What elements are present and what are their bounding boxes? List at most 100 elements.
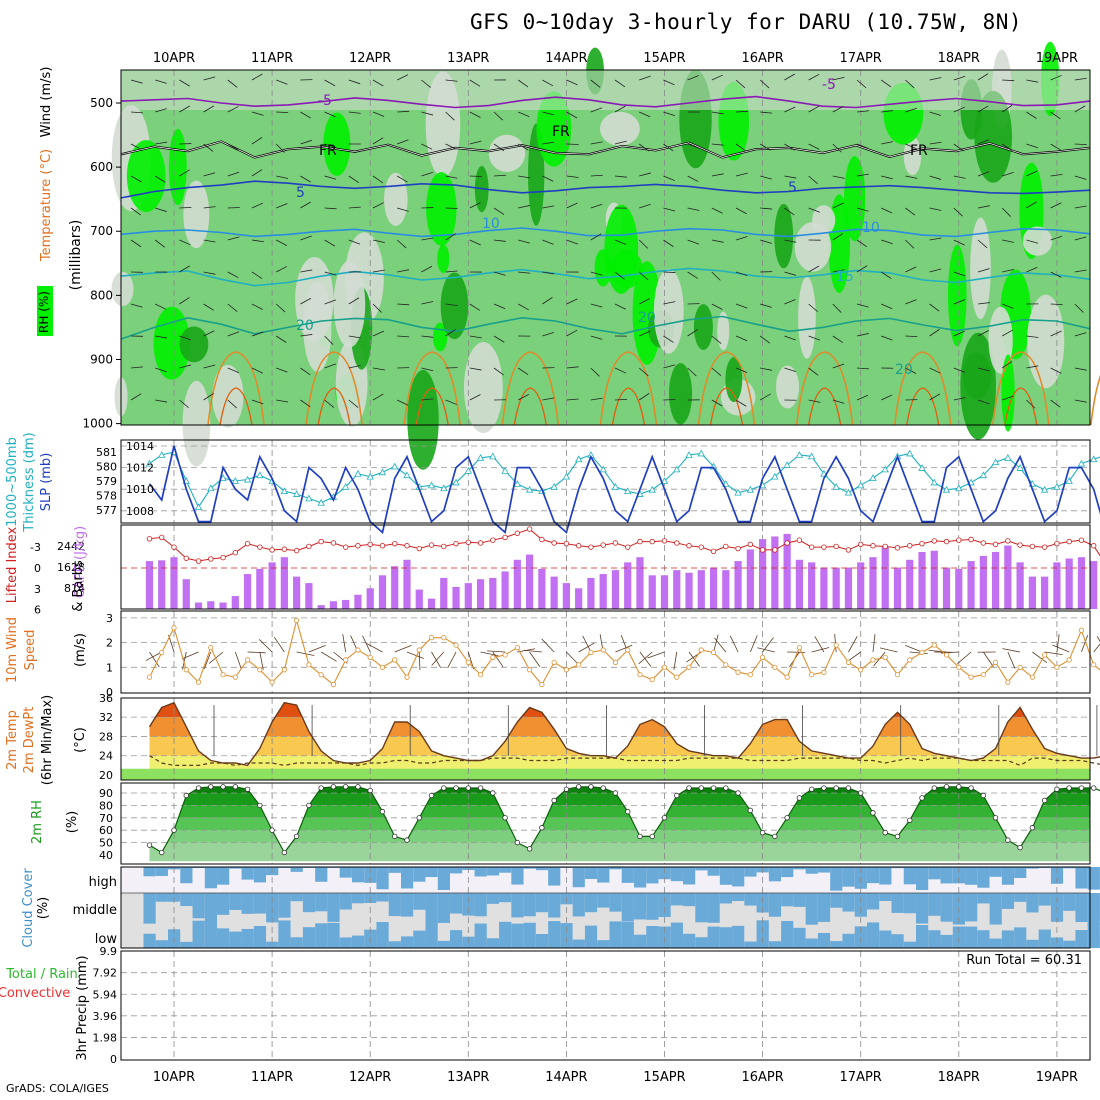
- lifted-index-point: [404, 543, 410, 549]
- wind-barb: [711, 173, 724, 177]
- cloud-high-cell: [584, 867, 598, 880]
- temp-band-low: [121, 768, 1090, 780]
- wind-barb: [227, 331, 240, 337]
- lifted-index-point: [367, 541, 373, 548]
- wind-speed-point: [392, 657, 398, 663]
- wind-barb: [784, 175, 797, 179]
- contour-label: -5: [318, 93, 332, 109]
- cloud-low-cell: [450, 930, 463, 948]
- wind-barb: [542, 297, 553, 305]
- wind-barb: [469, 79, 481, 87]
- wind-barb: [953, 106, 965, 113]
- wind-barb: [130, 393, 142, 401]
- contour-label: 5: [788, 180, 797, 196]
- rh-region: [599, 111, 640, 146]
- wind-barb: [711, 239, 724, 243]
- thickness-tick-label: 578: [96, 490, 117, 503]
- cloud-low-cell: [621, 921, 634, 948]
- rh-band: [149, 817, 1090, 831]
- wind-barb: [832, 76, 845, 81]
- wind-barb: [881, 394, 893, 401]
- wind-barb: [251, 331, 264, 337]
- rh-region: [168, 128, 187, 206]
- wind-barb: [518, 175, 531, 179]
- lifted-tick-label: 3: [34, 583, 41, 596]
- rh-point: [1054, 786, 1060, 792]
- wind-barb: [784, 106, 796, 113]
- thickness-point: [1004, 453, 1012, 461]
- cloud-high-cell: [548, 867, 561, 886]
- cloud-middle-cell: [928, 893, 941, 916]
- wind-barb: [203, 76, 216, 81]
- thickness-point: [207, 484, 215, 492]
- cape-bar: [293, 576, 301, 609]
- warm-contour: [893, 351, 952, 426]
- cloud-high-cell: [989, 867, 1002, 877]
- cape-bar: [697, 570, 705, 609]
- warm-contour: [501, 351, 560, 426]
- cloud-middle-cell: [339, 893, 352, 910]
- wind-barb: [759, 335, 771, 344]
- cape-bar: [722, 570, 730, 609]
- wind-speed-point: [367, 654, 373, 661]
- wind-barb: [977, 367, 990, 372]
- rh-point: [465, 785, 471, 791]
- wind-barb-10m: [1032, 651, 1048, 663]
- wind-barb: [372, 202, 384, 209]
- lifted-index-point: [183, 555, 189, 561]
- cloud-low-cell: [253, 926, 267, 948]
- cape-bar: [1077, 557, 1086, 609]
- rh-band: [149, 842, 1090, 862]
- lifted-index-point: [698, 544, 704, 550]
- wind-barb: [130, 79, 143, 84]
- cape-bar: [979, 555, 987, 609]
- wind-barb: [493, 143, 505, 152]
- lifted-index-point: [870, 543, 876, 549]
- wind-barb: [445, 111, 455, 121]
- wind-speed-point: [870, 657, 876, 663]
- cloud-high-cell: [155, 867, 168, 876]
- cloud-low-cell: [903, 941, 916, 948]
- wind-barb: [300, 297, 312, 305]
- wind-barb: [759, 143, 771, 151]
- wind-barb: [1001, 104, 1013, 113]
- wind-barb: [542, 205, 555, 209]
- wind-barb: [566, 298, 578, 305]
- wind-barb: [832, 106, 844, 113]
- wind-barb: [445, 329, 456, 337]
- wind-speed-point: [943, 652, 950, 658]
- rh-region: [111, 271, 134, 307]
- wind-barb-10m: [879, 647, 898, 653]
- rh-point: [575, 784, 582, 790]
- cloud-high-cell: [879, 867, 892, 885]
- wind-barb: [179, 169, 190, 177]
- cloud-middle-cell: [597, 893, 610, 908]
- warm-contour-inner: [219, 387, 253, 426]
- lifted-index-point: [416, 545, 422, 552]
- wind-barb: [203, 105, 215, 113]
- rh-region: [488, 134, 526, 172]
- wind-speed-point: [404, 674, 410, 680]
- thickness-point: [501, 467, 509, 474]
- rh-point: [342, 784, 349, 790]
- wind-barb: [1074, 143, 1087, 146]
- thickness-point: [305, 494, 313, 502]
- wind-barb-10m: [957, 651, 972, 665]
- date-label-bottom: 15APR: [643, 1070, 685, 1085]
- rh-region: [776, 365, 800, 409]
- wind-barb: [1026, 143, 1038, 149]
- wind-barb: [372, 269, 385, 273]
- wind-barb: [759, 79, 770, 89]
- rh-region: [962, 352, 992, 400]
- warm-contour-inner: [1004, 387, 1038, 426]
- wind-barb: [300, 334, 313, 337]
- wind-barb: [421, 237, 434, 241]
- wind-barb: [1026, 79, 1039, 83]
- cloud-row-label: low: [95, 932, 118, 947]
- cloud-low-cell: [891, 934, 904, 948]
- cloud-middle-cell: [1063, 893, 1076, 911]
- cloud-low-cell: [597, 940, 610, 948]
- wind-barb: [518, 303, 529, 311]
- wind-speed-point: [441, 635, 447, 641]
- wind-barb: [784, 335, 796, 341]
